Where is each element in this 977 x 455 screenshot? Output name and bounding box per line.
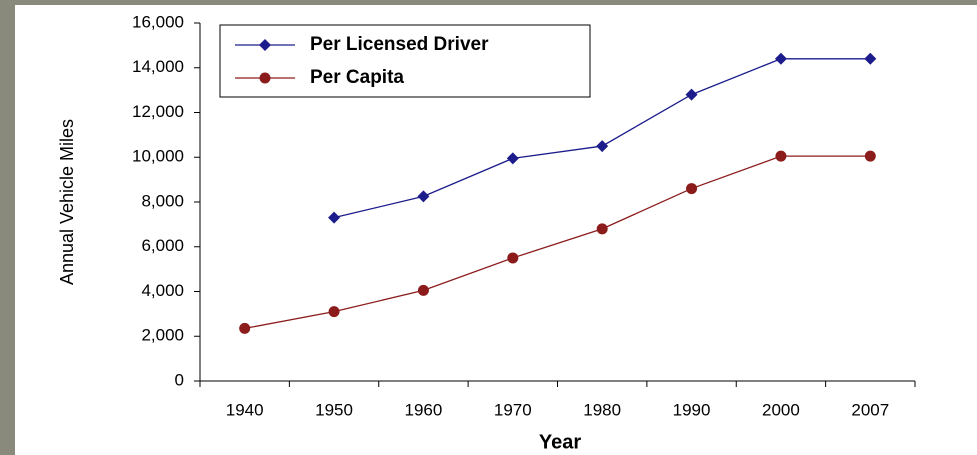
y-axis-title: Annual Vehicle Miles [57,119,77,285]
data-point [686,183,697,194]
data-point [775,151,786,162]
x-tick-label: 1990 [673,400,711,419]
legend-label: Per Licensed Driver [310,34,489,55]
data-point [597,223,608,234]
y-tick-label: 8,000 [141,191,184,210]
x-tick-label: 1970 [494,400,532,419]
y-tick-label: 6,000 [141,236,184,255]
y-tick-label: 0 [175,370,184,389]
page: Annual Vehicle Miles Year 0 2,000 4,000 6,0… [0,0,977,455]
y-tick-label: 12,000 [132,102,184,121]
y-tick-label: 10,000 [132,147,184,166]
data-point [507,252,518,263]
x-tick-label: 2000 [762,400,800,419]
x-tick-label: 1980 [583,400,621,419]
legend-label: Per Capita [310,67,404,88]
x-tick-label: 2007 [851,400,889,419]
x-tick-label: 1940 [226,400,264,419]
x-tick-label: 1960 [405,400,443,419]
data-point [239,323,250,334]
data-point [329,306,340,317]
chart: Annual Vehicle Miles Year 0 2,000 4,000 6,0… [0,0,977,455]
data-point [865,151,876,162]
x-axis-title: Year [539,431,581,453]
x-tick-label: 1950 [315,400,353,419]
y-tick-label: 4,000 [141,281,184,300]
data-point [418,285,429,296]
y-tick-label: 16,000 [132,12,184,31]
legend-marker [260,73,271,84]
y-tick-label: 2,000 [141,326,184,345]
y-tick-label: 14,000 [132,57,184,76]
